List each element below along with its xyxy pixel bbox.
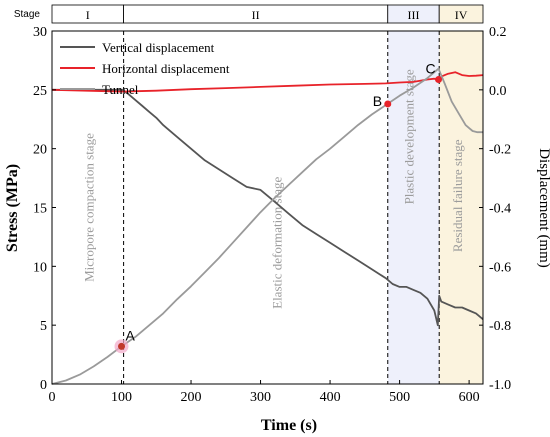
stage-band: I II III IV <box>51 4 484 24</box>
x-axis-label: Time (s) <box>261 417 317 434</box>
x-tick-label: 0 <box>49 390 56 405</box>
y-right-tick-label: -0.4 <box>489 202 511 217</box>
point-label: C <box>426 61 436 77</box>
point-label: B <box>373 93 382 109</box>
y-left-tick-label: 25 <box>33 84 47 99</box>
series-line-2 <box>51 71 484 93</box>
y-left-tick-label: 5 <box>40 319 47 334</box>
point-label: A <box>126 327 136 343</box>
stage-annotation: Residual failure stage <box>450 139 465 252</box>
y-right-tick-label: -0.8 <box>489 319 511 334</box>
y-left-tick-label: 20 <box>33 143 47 158</box>
y-axis-right-label: Displacement (mm) <box>536 148 550 268</box>
stage-cell-label: I <box>86 8 90 22</box>
point-marker <box>118 342 126 350</box>
stage-annotations: Micropore compaction stage Elastic deform… <box>82 69 465 309</box>
y-left-tick-label: 30 <box>33 25 47 40</box>
x-tick-label: 400 <box>320 390 341 405</box>
x-tick-label: 600 <box>459 390 480 405</box>
stage-annotation: Plastic development stage <box>401 69 416 204</box>
y-left-tick-label: 10 <box>33 260 47 275</box>
series-line-3 <box>51 67 483 385</box>
y-left-tick-label: 15 <box>33 202 47 217</box>
y-left-tick-label: 0 <box>40 378 47 393</box>
stage-cell-label: IV <box>455 8 468 22</box>
axis-ticks: 0 100 200 300 400 500 600 0 5 10 15 20 25 30 0.2 0.0 -0.… <box>33 25 511 405</box>
y-right-tick-label: -0.2 <box>489 143 511 158</box>
stage-annotation: Micropore compaction stage <box>82 133 97 282</box>
y-right-tick-label: 0.0 <box>489 84 507 99</box>
x-tick-label: 300 <box>250 390 271 405</box>
y-right-tick-label: -1.0 <box>489 378 511 393</box>
legend: Vertical displacement Horizontal displace… <box>60 40 230 97</box>
x-tick-label: 500 <box>389 390 410 405</box>
legend-label: Horizontal displacement <box>102 61 230 76</box>
series-line-1 <box>52 88 484 327</box>
x-tick-label: 200 <box>181 390 202 405</box>
marked-points: A B C <box>114 61 443 354</box>
legend-label: Tunnel <box>102 82 139 97</box>
stage-cell-label: III <box>407 8 419 22</box>
stage-annotation: Elastic deformation stage <box>269 177 284 309</box>
series-layer <box>51 67 484 385</box>
stage-cell-4 <box>438 4 484 24</box>
stage-backgrounds <box>387 31 483 384</box>
stage-background-3 <box>387 31 440 384</box>
y-axis-left-label: Stress (MPa) <box>4 164 21 252</box>
point-marker <box>435 76 443 84</box>
y-right-tick-label: 0.2 <box>489 25 507 40</box>
legend-label: Vertical displacement <box>102 40 215 55</box>
stage-cell-label: II <box>252 8 260 22</box>
point-marker <box>384 100 392 108</box>
y-right-tick-label: -0.6 <box>489 260 511 275</box>
x-tick-label: 100 <box>111 390 132 405</box>
stage-axis-label: Stage <box>14 9 41 20</box>
